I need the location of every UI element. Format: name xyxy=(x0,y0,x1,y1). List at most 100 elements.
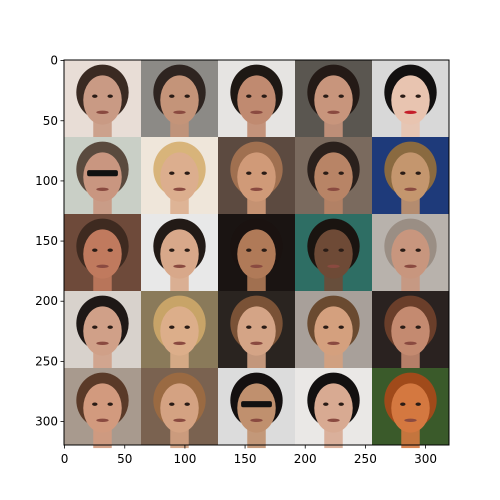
tile-eye xyxy=(107,402,113,406)
image-grid xyxy=(64,60,449,449)
x-tick-label: 200 xyxy=(294,452,317,466)
tile-mouth xyxy=(173,264,186,269)
y-tick-label: 100 xyxy=(35,174,58,188)
x-tick-label: 250 xyxy=(354,452,377,466)
tile-mouth xyxy=(250,418,263,423)
tile-mouth xyxy=(96,110,109,115)
tile-mouth xyxy=(404,110,417,115)
tile-mouth xyxy=(96,187,109,192)
tile-mouth xyxy=(404,264,417,269)
tile-eye xyxy=(323,402,329,406)
y-tick-label: 200 xyxy=(35,294,58,308)
tile-mouth xyxy=(250,187,263,192)
tile-eye xyxy=(92,325,98,329)
tile-eye xyxy=(184,402,190,406)
tile-eye xyxy=(261,94,267,98)
tile-eye xyxy=(415,94,421,98)
face-tile xyxy=(372,368,449,449)
tile-eye xyxy=(415,325,421,329)
tile-mouth xyxy=(173,187,186,192)
tile-eye xyxy=(400,402,406,406)
tile-eye xyxy=(338,325,344,329)
face-tile xyxy=(64,137,141,218)
tile-mouth xyxy=(173,418,186,423)
face-tile xyxy=(218,214,295,295)
tile-face xyxy=(83,75,122,125)
tile-mouth xyxy=(327,264,340,269)
tile-eye xyxy=(184,325,190,329)
tile-sunglasses xyxy=(87,170,118,177)
tile-face xyxy=(160,383,199,433)
face-tile xyxy=(372,60,449,141)
tile-eye xyxy=(246,248,252,252)
tile-eye xyxy=(246,325,252,329)
tile-eye xyxy=(92,402,98,406)
face-tile xyxy=(64,368,141,449)
face-tile xyxy=(218,368,295,449)
tile-face xyxy=(160,306,199,356)
y-tick-label: 50 xyxy=(43,114,58,128)
tile-face xyxy=(237,152,276,202)
tile-mouth xyxy=(327,110,340,115)
tile-mouth xyxy=(96,341,109,346)
tile-mouth xyxy=(404,341,417,346)
tile-eye xyxy=(169,94,175,98)
y-axis: 0 50 100 150 200 250 300 xyxy=(35,54,64,429)
tile-eye xyxy=(400,171,406,175)
tile-mouth xyxy=(96,264,109,269)
tile-eye xyxy=(184,171,190,175)
face-tile xyxy=(372,214,449,295)
tile-eye xyxy=(261,325,267,329)
tile-face xyxy=(160,229,199,279)
tile-face xyxy=(237,75,276,125)
tile-mouth xyxy=(327,341,340,346)
tile-eye xyxy=(92,248,98,252)
x-tick-label: 100 xyxy=(173,452,196,466)
tile-mouth xyxy=(173,341,186,346)
tile-mouth xyxy=(404,418,417,423)
y-tick-label: 150 xyxy=(35,234,58,248)
tile-face xyxy=(314,152,353,202)
tile-eye xyxy=(107,325,113,329)
x-axis: 0 50 100 150 200 250 300 xyxy=(61,445,437,466)
tile-mouth xyxy=(173,110,186,115)
face-tile xyxy=(141,291,218,372)
tile-eye xyxy=(184,248,190,252)
x-tick-label: 50 xyxy=(117,452,132,466)
tile-mouth xyxy=(250,341,263,346)
tile-sunglasses xyxy=(241,401,272,408)
face-tile xyxy=(141,60,218,141)
axes-frame xyxy=(63,59,450,446)
tile-face xyxy=(83,383,122,433)
face-tile xyxy=(295,214,372,295)
tile-mouth xyxy=(404,187,417,192)
tile-eye xyxy=(400,248,406,252)
tile-eye xyxy=(400,94,406,98)
face-tile xyxy=(372,137,449,218)
tile-face xyxy=(391,306,430,356)
tile-eye xyxy=(415,248,421,252)
x-tick-label: 300 xyxy=(414,452,437,466)
face-tile xyxy=(295,137,372,218)
tile-eye xyxy=(338,248,344,252)
y-tick-label: 250 xyxy=(35,354,58,368)
tile-face xyxy=(314,75,353,125)
face-tile xyxy=(218,137,295,218)
face-tile xyxy=(141,214,218,295)
tile-eye xyxy=(338,94,344,98)
tile-face xyxy=(160,152,199,202)
tile-eye xyxy=(323,248,329,252)
y-tick-label: 0 xyxy=(50,54,58,68)
tile-face xyxy=(314,229,353,279)
x-tick-label: 0 xyxy=(61,452,69,466)
tile-mouth xyxy=(96,418,109,423)
face-tile xyxy=(295,368,372,449)
tile-eye xyxy=(107,94,113,98)
y-tick-label: 300 xyxy=(35,415,58,429)
face-tile xyxy=(64,60,141,141)
tile-face xyxy=(237,229,276,279)
tile-eye xyxy=(169,402,175,406)
face-tile xyxy=(218,291,295,372)
face-tile xyxy=(218,60,295,141)
tile-eye xyxy=(400,325,406,329)
